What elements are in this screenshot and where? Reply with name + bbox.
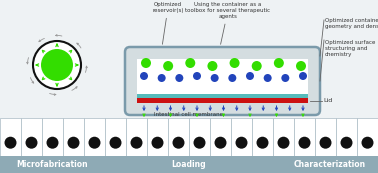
Bar — [210, 118, 231, 156]
Circle shape — [299, 137, 310, 149]
Circle shape — [163, 61, 173, 71]
Circle shape — [277, 137, 290, 149]
Text: Microfabrication: Microfabrication — [16, 160, 88, 169]
Bar — [294, 118, 314, 156]
Circle shape — [140, 72, 148, 80]
FancyBboxPatch shape — [125, 47, 320, 115]
Circle shape — [68, 137, 79, 149]
Text: Optimized
reservoir(s): Optimized reservoir(s) — [152, 2, 184, 44]
Circle shape — [211, 74, 218, 82]
Circle shape — [319, 137, 332, 149]
Bar — [273, 118, 293, 156]
Circle shape — [299, 72, 307, 80]
Circle shape — [5, 137, 17, 149]
Bar — [105, 118, 125, 156]
Text: Loading: Loading — [172, 160, 206, 169]
Bar — [315, 118, 336, 156]
Circle shape — [41, 49, 73, 81]
Circle shape — [246, 72, 254, 80]
Bar — [357, 118, 378, 156]
Bar — [231, 118, 251, 156]
Circle shape — [175, 74, 183, 82]
Text: Using the container as a
toolbox for several therapeutic
agents: Using the container as a toolbox for sev… — [186, 2, 271, 44]
Circle shape — [130, 137, 143, 149]
Bar — [252, 118, 273, 156]
Text: Lid: Lid — [323, 98, 332, 103]
Circle shape — [296, 61, 306, 71]
Bar — [63, 118, 84, 156]
Circle shape — [46, 137, 59, 149]
Circle shape — [274, 58, 284, 68]
Text: Optimized surface
structuring and
chemistry: Optimized surface structuring and chemis… — [325, 40, 375, 57]
Circle shape — [141, 58, 151, 68]
Circle shape — [257, 137, 268, 149]
Bar — [147, 118, 167, 156]
Bar — [137, 59, 308, 103]
Bar — [42, 118, 62, 156]
Circle shape — [152, 137, 164, 149]
Circle shape — [361, 137, 373, 149]
Bar — [189, 118, 209, 156]
Circle shape — [281, 74, 289, 82]
Bar — [168, 118, 189, 156]
Bar — [137, 98, 308, 103]
Circle shape — [172, 137, 184, 149]
Circle shape — [214, 137, 226, 149]
Circle shape — [208, 61, 217, 71]
Circle shape — [158, 74, 166, 82]
Text: Intestinal cell membrane: Intestinal cell membrane — [155, 112, 223, 117]
Text: Optimized container
geometry and density: Optimized container geometry and density — [325, 18, 378, 29]
Circle shape — [34, 42, 80, 88]
Bar — [0, 118, 20, 156]
Circle shape — [228, 74, 236, 82]
Circle shape — [110, 137, 121, 149]
Bar — [84, 118, 104, 156]
Circle shape — [88, 137, 101, 149]
Bar — [0, 156, 378, 173]
Circle shape — [252, 61, 262, 71]
Circle shape — [194, 137, 206, 149]
Circle shape — [341, 137, 353, 149]
Circle shape — [185, 58, 195, 68]
Bar — [21, 118, 42, 156]
Bar — [126, 118, 147, 156]
Bar — [336, 118, 356, 156]
Text: Characterization: Characterization — [294, 160, 366, 169]
Circle shape — [235, 137, 248, 149]
Circle shape — [25, 137, 37, 149]
Circle shape — [193, 72, 201, 80]
Bar — [137, 94, 308, 98]
Circle shape — [229, 58, 240, 68]
Circle shape — [264, 74, 272, 82]
